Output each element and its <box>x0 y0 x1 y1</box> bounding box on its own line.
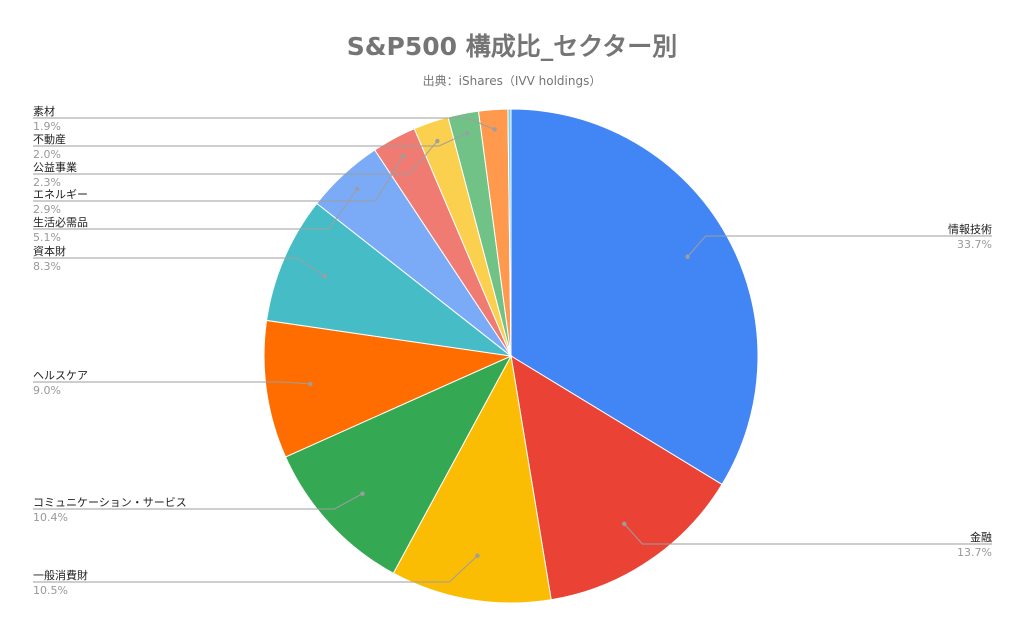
slice-label: 一般消費財 <box>33 568 88 582</box>
chart-subtitle: 出典：iShares（IVV holdings） <box>423 74 602 88</box>
slice-labels: 情報技術 33.7% 金融 13.7% 一般消費財 10.5% コミュニケーション・サービス… <box>33 104 992 597</box>
chart-title: S&P500 構成比_セクター別 <box>347 32 678 61</box>
leader-line <box>33 555 478 583</box>
slice-label: 素材 <box>33 104 55 118</box>
slice-value-label: 2.9% <box>33 203 61 216</box>
slice-label: コミュニケーション・サービス <box>33 496 187 509</box>
slice-label: エネルギー <box>33 188 88 201</box>
label-leaders <box>33 117 992 583</box>
leader-line <box>33 493 363 510</box>
leader-line <box>33 257 326 277</box>
slice-value-label: 10.5% <box>33 584 68 597</box>
slice-label: 資本財 <box>33 244 66 258</box>
leader-line <box>33 188 358 230</box>
slice-value-label: 13.7% <box>957 546 992 559</box>
pie-slice-3 <box>392 354 552 604</box>
leader-line <box>33 381 311 385</box>
slice-label: 生活必需品 <box>33 215 88 229</box>
slice-value-label: 33.7% <box>957 238 992 251</box>
slice-value-label: 2.0% <box>33 148 61 161</box>
leader-line <box>623 523 992 545</box>
pie-slices <box>263 108 759 604</box>
pie-slice-6 <box>266 202 513 357</box>
leader-line <box>33 155 404 202</box>
leader-line <box>687 235 992 258</box>
slice-label: 不動産 <box>33 132 66 146</box>
slice-label: 金融 <box>970 530 992 544</box>
slice-label: 情報技術 <box>948 223 992 236</box>
leader-anchor <box>360 491 365 496</box>
slice-value-label: 1.9% <box>33 120 61 133</box>
pie-slice-4 <box>284 354 513 574</box>
slice-value-label: 9.0% <box>33 384 61 397</box>
slice-label: 公益事業 <box>33 160 77 174</box>
pie-slice-2 <box>510 355 723 601</box>
pie-slice-12 <box>507 108 512 357</box>
slice-value-label: 10.4% <box>33 511 68 524</box>
slice-value-label: 5.1% <box>33 231 61 244</box>
leader-line <box>33 132 468 147</box>
leader-line <box>33 140 438 175</box>
leader-line <box>33 117 495 130</box>
pie-slice-5 <box>263 319 513 458</box>
pie-slice-1 <box>510 108 759 486</box>
slice-value-label: 2.3% <box>33 176 61 189</box>
slice-label: ヘルスケア <box>33 369 88 382</box>
slice-value-label: 8.3% <box>33 260 61 273</box>
